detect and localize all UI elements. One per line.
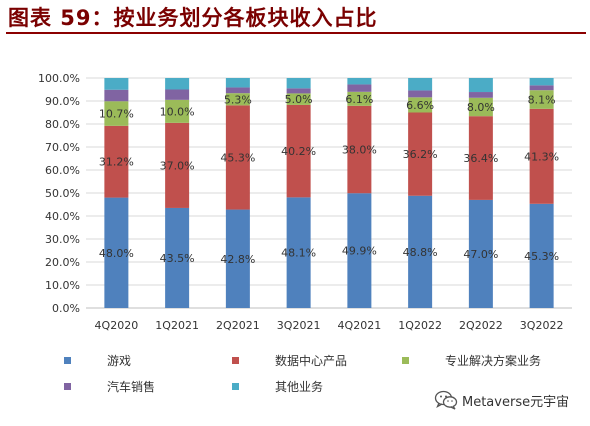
y-tick-label: 0.0%: [52, 302, 80, 315]
bar-segment-datacenter: [104, 125, 129, 198]
x-tick-label: 4Q2021: [338, 319, 382, 332]
bar-segment-datacenter: [347, 105, 372, 194]
y-tick-label: 10.0%: [45, 279, 80, 292]
bar-segment-auto: [225, 87, 250, 94]
bar-segment-pro-viz: [104, 101, 129, 126]
y-tick-label: 70.0%: [45, 141, 80, 154]
bar-segment-other: [104, 78, 129, 90]
data-label: 10.0%: [160, 105, 195, 118]
y-tick-label: 80.0%: [45, 118, 80, 131]
x-tick-label: 3Q2022: [520, 319, 564, 332]
bar-segment-auto: [104, 89, 129, 102]
watermark-text: Metaverse元宇宙: [462, 394, 570, 410]
data-label: 6.6%: [406, 99, 434, 112]
bar-segment-pro-viz: [468, 97, 493, 117]
data-label: 45.3%: [524, 250, 559, 263]
y-tick-label: 50.0%: [45, 187, 80, 200]
x-tick-label: 4Q2020: [95, 319, 139, 332]
y-tick-label: 20.0%: [45, 256, 80, 269]
data-label: 6.1%: [345, 93, 373, 106]
data-label: 38.0%: [342, 144, 377, 157]
x-tick-label: 3Q2021: [277, 319, 321, 332]
bar-segment-datacenter: [408, 112, 433, 196]
data-label: 5.3%: [224, 93, 252, 106]
bar-segment-other: [286, 78, 311, 89]
bar-segment-other: [408, 78, 433, 91]
data-label: 40.2%: [281, 145, 316, 158]
data-label: 8.0%: [467, 101, 495, 114]
bar-segment-gaming: [104, 197, 129, 308]
data-label: 48.0%: [99, 247, 134, 260]
bar-segment-gaming: [408, 195, 433, 308]
wechat-icon: [434, 390, 458, 410]
data-label: 42.8%: [220, 253, 255, 266]
chart-title: 图表 59：按业务划分各板块收入占比: [8, 6, 378, 30]
data-label: 41.3%: [524, 150, 559, 163]
bar-segment-pro-viz: [286, 93, 311, 105]
data-label: 31.2%: [99, 156, 134, 169]
bar-segment-auto: [408, 90, 433, 98]
bar-segment-auto: [468, 92, 493, 98]
bar-segment-other: [347, 78, 372, 85]
y-tick-label: 30.0%: [45, 233, 80, 246]
data-label: 36.2%: [403, 148, 438, 161]
bar-segment-pro-viz: [225, 93, 250, 106]
bar-segment-auto: [165, 89, 190, 100]
x-tick-label: 1Q2021: [155, 319, 199, 332]
bar-segment-gaming: [286, 197, 311, 308]
watermark: Metaverse元宇宙: [434, 389, 569, 411]
bar-segment-pro-viz: [165, 99, 190, 123]
bar-segment-other: [529, 78, 554, 86]
bar-segment-gaming: [529, 203, 554, 308]
data-label: 36.4%: [463, 152, 498, 165]
data-label: 8.1%: [528, 94, 556, 107]
bar-segment-other: [468, 78, 493, 93]
bar-segment-datacenter: [286, 104, 311, 198]
bar-segment-auto: [286, 88, 311, 94]
bar-segment-other: [165, 78, 190, 90]
y-tick-label: 40.0%: [45, 210, 80, 223]
data-label: 49.9%: [342, 245, 377, 258]
data-label: 10.7%: [99, 108, 134, 121]
bar-segment-auto: [347, 84, 372, 92]
data-label: 45.3%: [220, 151, 255, 164]
y-tick-label: 100.0%: [38, 72, 80, 85]
x-tick-label: 2Q2022: [459, 319, 503, 332]
bar-segment-datacenter: [225, 105, 250, 210]
bar-segment-pro-viz: [347, 91, 372, 106]
data-label: 47.0%: [463, 248, 498, 261]
bar-segment-gaming: [165, 207, 190, 308]
data-label: 5.0%: [285, 93, 313, 106]
x-tick-label: 2Q2021: [216, 319, 260, 332]
bar-segment-other: [225, 78, 250, 88]
data-label: 48.8%: [403, 246, 438, 259]
data-label: 43.5%: [160, 252, 195, 265]
bar-segment-pro-viz: [408, 97, 433, 113]
x-tick-label: 1Q2022: [398, 319, 442, 332]
bar-segment-datacenter: [165, 122, 190, 208]
bar-segment-pro-viz: [529, 90, 554, 109]
bar-segment-gaming: [347, 193, 372, 308]
y-tick-label: 90.0%: [45, 95, 80, 108]
y-tick-label: 60.0%: [45, 164, 80, 177]
title-divider: [6, 32, 586, 34]
bar-segment-auto: [529, 85, 554, 91]
bar-segment-datacenter: [468, 116, 493, 200]
bar-segment-gaming: [225, 209, 250, 308]
data-label: 37.0%: [160, 159, 195, 172]
bar-segment-datacenter: [529, 108, 554, 204]
data-label: 48.1%: [281, 247, 316, 260]
bar-segment-gaming: [468, 199, 493, 308]
